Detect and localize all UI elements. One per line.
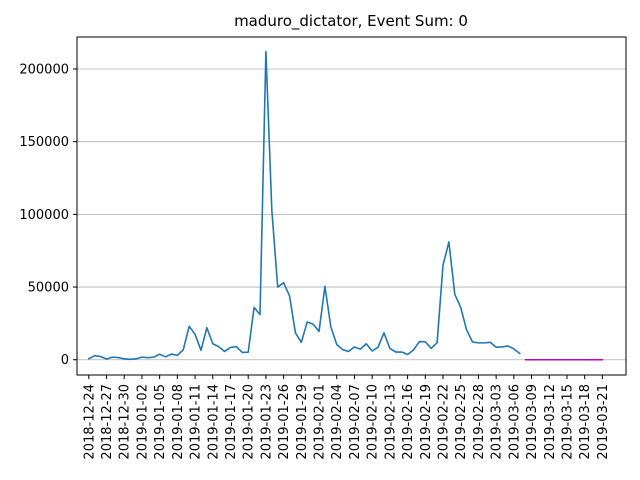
x-tick-label: 2019-02-25 bbox=[454, 384, 469, 460]
x-tick-label: 2019-01-26 bbox=[277, 384, 292, 460]
x-tick-label: 2019-01-23 bbox=[259, 384, 274, 460]
x-tick-label: 2019-03-12 bbox=[543, 384, 558, 460]
x-tick-label: 2019-01-05 bbox=[153, 384, 168, 460]
y-tick-label: 200000 bbox=[19, 62, 69, 77]
x-tick-label: 2018-12-30 bbox=[118, 384, 133, 460]
y-tick-label: 0 bbox=[61, 353, 69, 368]
x-tick-label: 2018-12-27 bbox=[100, 384, 115, 460]
x-tick-label: 2019-03-03 bbox=[490, 384, 505, 460]
x-tick-label: 2019-03-21 bbox=[596, 384, 611, 460]
series-layer bbox=[87, 50, 604, 361]
y-tick-label: 100000 bbox=[19, 208, 69, 223]
x-tick-label: 2019-02-16 bbox=[401, 384, 416, 460]
x-tick-label: 2019-02-01 bbox=[313, 384, 328, 460]
x-tick-label: 2019-01-11 bbox=[189, 384, 204, 460]
x-tick-label: 2019-02-22 bbox=[437, 384, 452, 460]
x-tick-label: 2018-12-24 bbox=[82, 384, 97, 460]
x-tick-label: 2019-01-02 bbox=[135, 384, 150, 460]
x-axis: 2018-12-24 2018-12-27 2018-12-30 2019-01-02… bbox=[82, 375, 611, 460]
x-tick-label: 2019-03-15 bbox=[560, 384, 575, 460]
x-tick-label: 2019-01-29 bbox=[295, 384, 310, 460]
x-tick-label: 2019-01-20 bbox=[242, 384, 257, 460]
x-tick-label: 2019-02-07 bbox=[348, 384, 363, 460]
x-tick-label: 2019-03-09 bbox=[525, 384, 540, 460]
y-tick-label: 50000 bbox=[28, 281, 69, 296]
x-tick-label: 2019-03-18 bbox=[578, 384, 593, 460]
series-line-1 bbox=[87, 50, 521, 361]
chart-title: maduro_dictator, Event Sum: 0 bbox=[234, 12, 468, 31]
x-tick-label: 2019-01-14 bbox=[206, 384, 221, 460]
x-tick-label: 2019-02-13 bbox=[383, 384, 398, 460]
plot-frame bbox=[76, 36, 627, 376]
y-tick-label: 150000 bbox=[19, 135, 69, 150]
x-tick-label: 2019-02-04 bbox=[330, 384, 345, 460]
y-axis: 0 50000 100000 150000 200000 bbox=[19, 62, 77, 368]
x-tick-label: 2019-01-17 bbox=[224, 384, 239, 460]
gridlines bbox=[77, 68, 626, 361]
x-tick-label: 2019-03-06 bbox=[507, 384, 522, 460]
x-tick-label: 2019-02-19 bbox=[419, 384, 434, 460]
x-tick-label: 2019-02-28 bbox=[472, 384, 487, 460]
x-tick-label: 2019-02-10 bbox=[366, 384, 381, 460]
x-tick-label: 2019-01-08 bbox=[171, 384, 186, 460]
